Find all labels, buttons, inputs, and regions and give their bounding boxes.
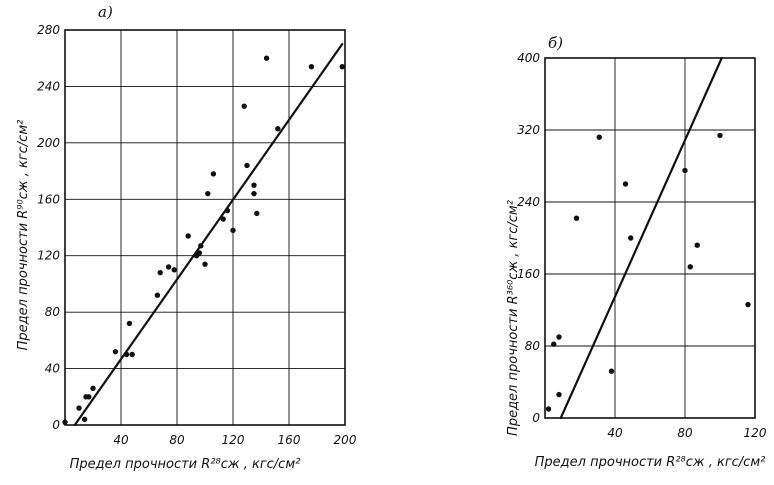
y-tick-label: 160 xyxy=(517,267,540,281)
data-point xyxy=(81,416,88,423)
x-tick-label: 200 xyxy=(334,433,357,447)
data-point xyxy=(198,243,204,249)
data-point xyxy=(62,419,68,425)
panel-b-plot-frame xyxy=(544,57,756,419)
data-point xyxy=(224,207,231,214)
x-tick-label: 160 xyxy=(278,433,301,447)
data-point xyxy=(551,341,557,347)
panel-a-marks: 40 80 120 160 200 0 40 80 120 160 200 240 280 xyxy=(37,23,357,447)
y-tick-label: 320 xyxy=(517,123,540,137)
data-point xyxy=(205,190,211,197)
data-point xyxy=(251,190,257,197)
y-tick-label: 0 xyxy=(52,418,60,432)
data-point xyxy=(682,167,688,174)
data-point xyxy=(717,132,723,139)
panel-a-label: a) xyxy=(98,3,113,21)
data-point xyxy=(263,55,270,61)
data-point xyxy=(545,406,552,412)
y-tick-label: 400 xyxy=(517,51,540,65)
x-tick-label: 80 xyxy=(169,433,185,447)
data-point xyxy=(76,405,82,411)
data-point xyxy=(129,351,135,358)
panel-a-x-axis-label: Предел прочности R²⁸сж , кгс/см² xyxy=(70,457,301,472)
y-tick-label: 80 xyxy=(45,305,61,319)
data-point xyxy=(123,351,130,358)
x-tick-label: 80 xyxy=(677,426,693,440)
data-point xyxy=(165,264,172,270)
data-point xyxy=(157,269,163,276)
data-point xyxy=(244,162,250,169)
data-point xyxy=(628,235,634,241)
regression-line xyxy=(559,56,723,420)
data-point xyxy=(556,391,562,398)
y-tick-label: 80 xyxy=(525,339,541,353)
data-point xyxy=(694,242,700,248)
data-point xyxy=(241,103,247,109)
y-tick-label: 240 xyxy=(517,195,540,209)
data-point xyxy=(112,348,119,355)
panel-b-chart: б) 40 80 120 0 80 160 240 320 400 Предел прочнос… xyxy=(506,34,767,470)
y-tick-label: 280 xyxy=(37,23,60,37)
data-point xyxy=(185,233,191,239)
data-point xyxy=(687,264,693,270)
panel-b-grid xyxy=(545,57,756,419)
y-tick-label: 200 xyxy=(37,136,60,150)
data-point xyxy=(254,210,260,217)
y-tick-label: 240 xyxy=(37,79,60,93)
data-point xyxy=(220,216,226,222)
panel-b-y-axis-label: Предел прочности R³⁶⁰сж , кгс/см² xyxy=(506,200,521,436)
panel-a-plot-frame xyxy=(64,29,346,426)
panel-b-label: б) xyxy=(548,34,563,52)
data-point xyxy=(86,394,92,400)
data-point xyxy=(596,134,602,140)
data-point xyxy=(126,320,133,327)
data-point xyxy=(171,267,177,273)
data-point xyxy=(154,292,161,298)
data-point xyxy=(202,261,208,267)
panel-a-grid xyxy=(65,29,346,426)
y-tick-label: 120 xyxy=(37,249,60,263)
data-point xyxy=(275,126,281,132)
y-tick-label: 0 xyxy=(532,411,540,425)
x-tick-label: 120 xyxy=(222,433,245,447)
panel-b-marks: 40 80 120 0 80 160 240 320 400 xyxy=(517,51,767,440)
data-point xyxy=(339,63,345,70)
regression-line xyxy=(73,43,344,427)
x-tick-label: 40 xyxy=(607,426,623,440)
data-point xyxy=(556,334,562,340)
panel-a-y-axis-label: Предел прочности R⁹⁰сж , кгс/см² xyxy=(16,120,31,351)
panel-a-chart: a) 40 80 120 160 200 0 40 80 120 160 200 240 280 Пре… xyxy=(16,3,357,472)
data-point xyxy=(608,368,615,374)
data-point xyxy=(90,385,96,392)
panel-b-x-axis-label: Предел прочности R²⁸сж , кгс/см² xyxy=(535,455,766,470)
data-point xyxy=(210,171,217,177)
data-point xyxy=(622,181,629,187)
data-point xyxy=(308,63,315,70)
x-tick-label: 120 xyxy=(744,426,767,440)
y-tick-label: 160 xyxy=(37,192,60,206)
x-tick-label: 40 xyxy=(113,433,129,447)
data-point xyxy=(251,182,257,188)
data-point xyxy=(745,301,751,308)
data-point xyxy=(230,227,236,234)
data-point xyxy=(196,250,203,256)
y-tick-label: 40 xyxy=(45,362,61,376)
data-point xyxy=(573,215,580,221)
